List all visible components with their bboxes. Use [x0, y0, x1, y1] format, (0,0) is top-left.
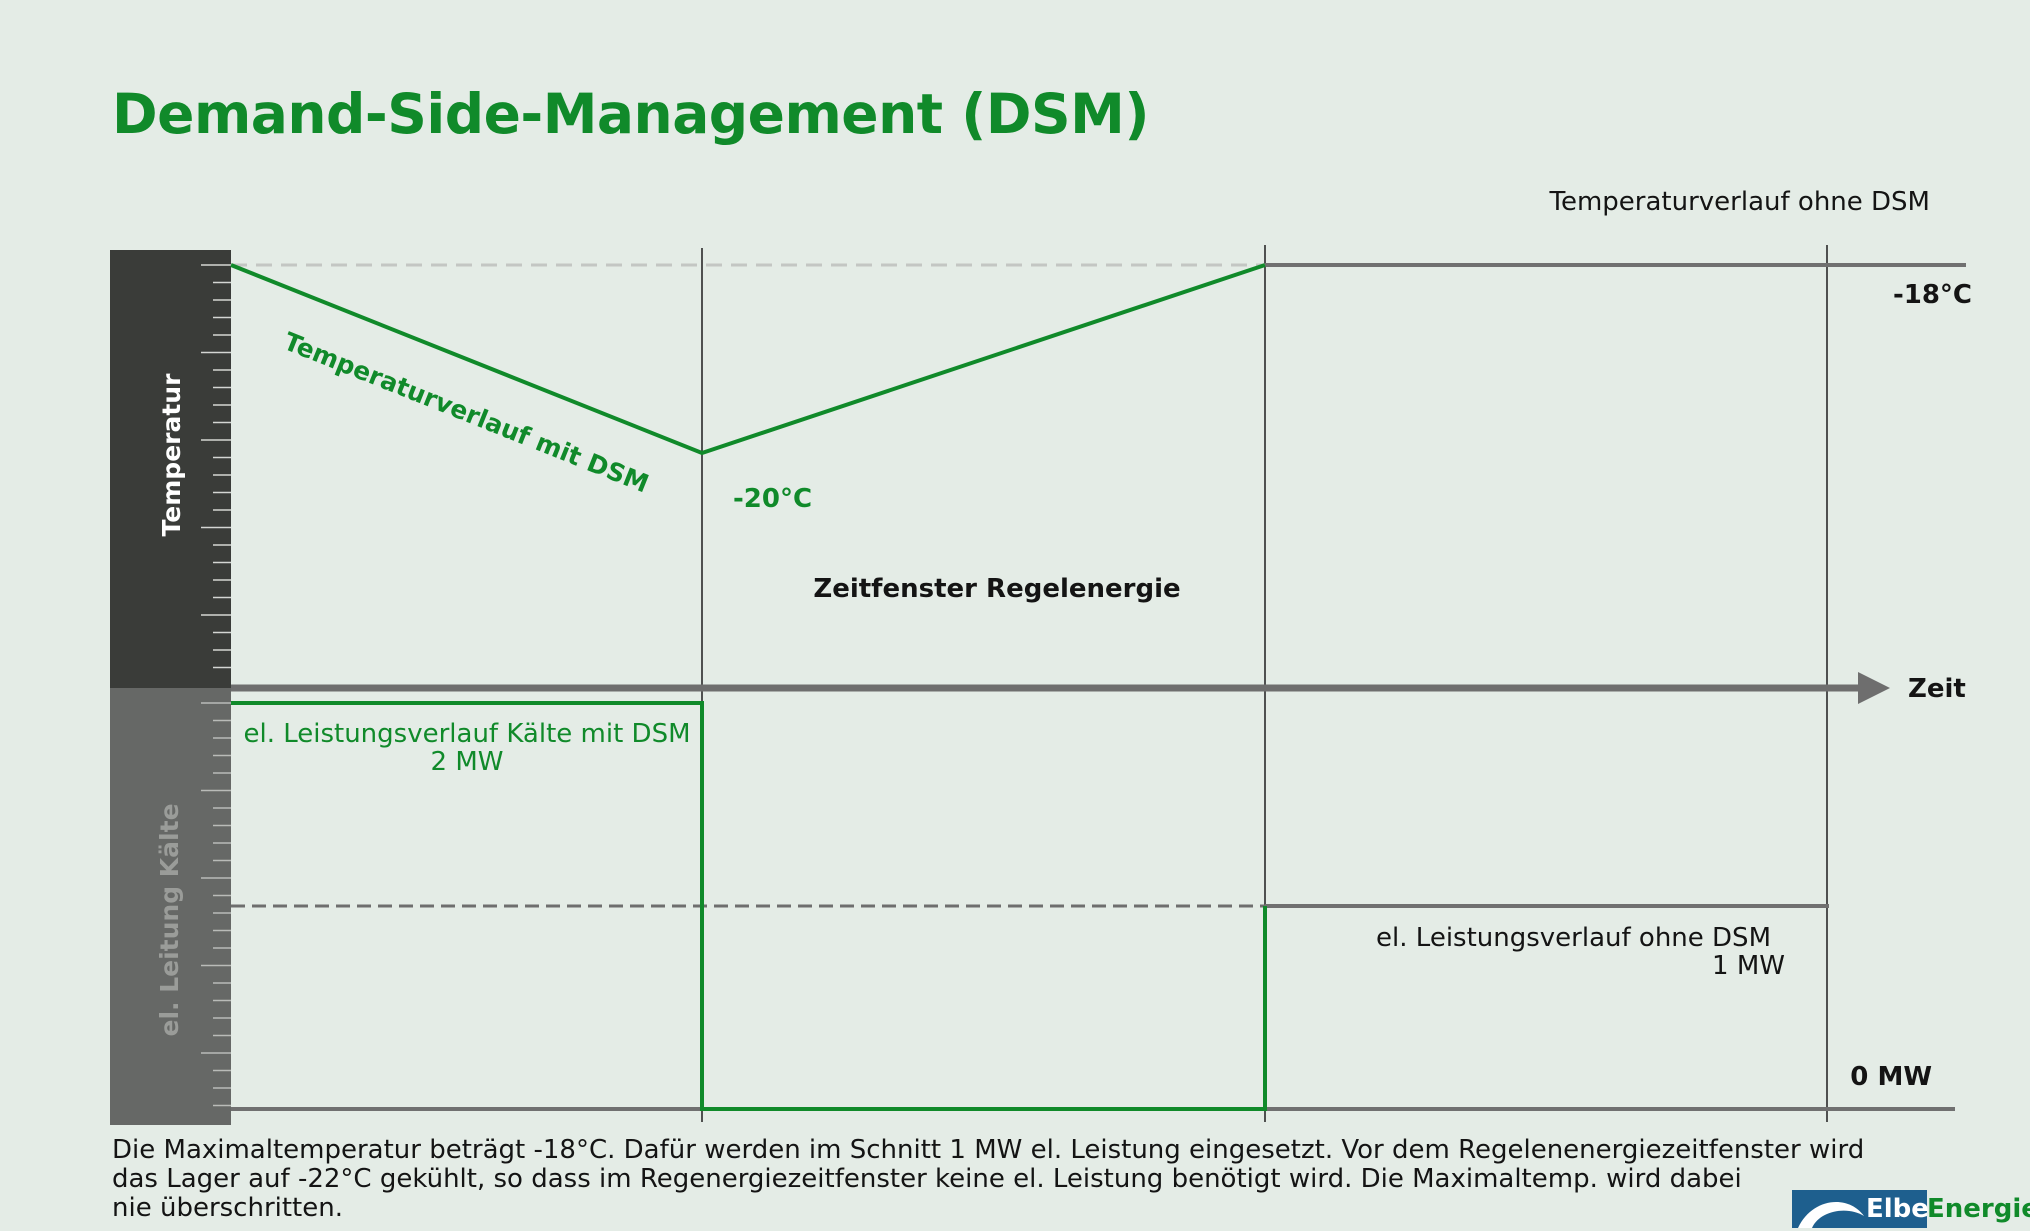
temperature-axis-label: Temperatur — [157, 373, 186, 537]
caption-line-2: das Lager auf -22°C gekühlt, so dass im … — [112, 1164, 1742, 1194]
time-axis-arrowhead — [1858, 672, 1890, 704]
elbe-energie-logo: Elbe Energie — [1790, 1190, 2030, 1228]
axis-ticks — [201, 264, 231, 1107]
time-window-label: Zeitfenster Regelenergie — [813, 574, 1180, 604]
power-axis-bar — [110, 688, 231, 1125]
temp-max-label: -18°C — [1893, 280, 1972, 310]
logo-text-elbe: Elbe — [1866, 1194, 1929, 1224]
logo-wave-icon — [1792, 1190, 1927, 1228]
caption-line-3: nie überschritten. — [112, 1193, 343, 1223]
caption: Die Maximaltemperatur beträgt -18°C. Daf… — [112, 1136, 1912, 1223]
temp-without-dsm-label: Temperaturverlauf ohne DSM — [1549, 187, 1930, 217]
power-zero-label: 0 MW — [1850, 1062, 1932, 1092]
power-axis-label: el. Leitung Kälte — [155, 803, 184, 1036]
time-axis-label: Zeit — [1908, 674, 1966, 704]
power-with-dsm-label: el. Leistungsverlauf Kälte mit DSM — [243, 719, 690, 749]
power-with-dsm-line — [231, 701, 1267, 1111]
logo-swoosh-icon — [1798, 1202, 1864, 1228]
power-without-dsm-value: 1 MW — [1712, 951, 1785, 981]
logo-text-energie: Energie — [1927, 1194, 2030, 1224]
power-without-dsm-label: el. Leistungsverlauf ohne DSM — [1376, 923, 1771, 953]
page-title: Demand-Side-Management (DSM) — [112, 82, 1149, 146]
temp-with-dsm-line — [230, 263, 1266, 456]
caption-line-1: Die Maximaltemperatur beträgt -18°C. Daf… — [112, 1135, 1865, 1165]
power-with-dsm-value: 2 MW — [431, 747, 504, 777]
temp-min-label: -20°C — [733, 484, 812, 514]
